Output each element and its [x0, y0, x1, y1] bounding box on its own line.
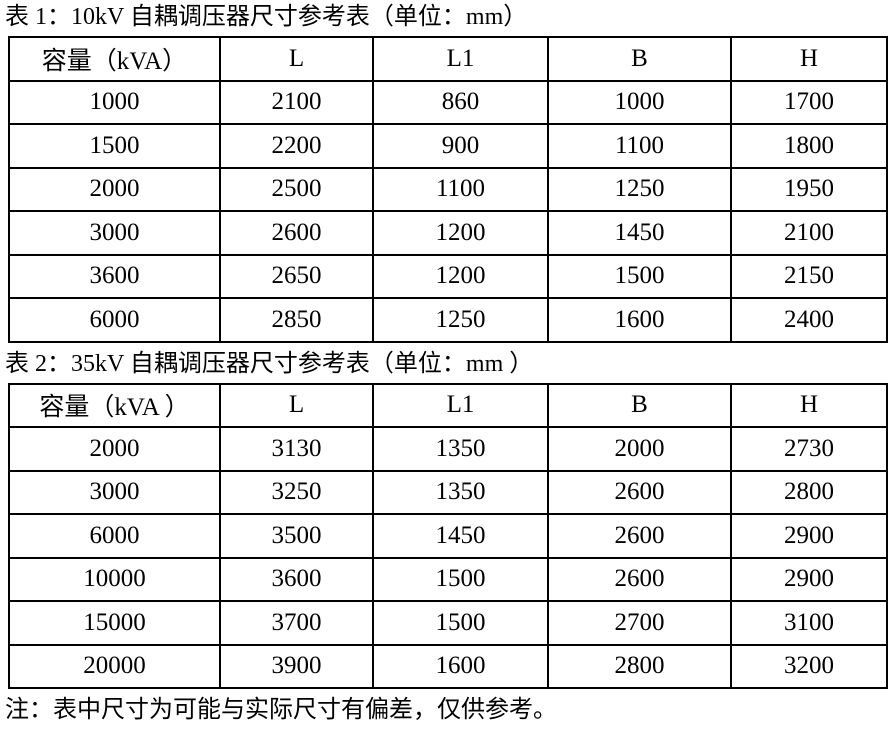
table-cell: 3100 — [730, 600, 888, 646]
table-cell: 2650 — [219, 253, 374, 299]
table-cell: 15000 — [8, 600, 221, 646]
table-row: 3000 3250 1350 2600 2800 — [8, 469, 888, 515]
table2-header-l: L — [219, 382, 374, 428]
table-cell: 1350 — [372, 426, 549, 472]
table-cell: 1250 — [547, 166, 732, 212]
table-cell: 3200 — [730, 643, 888, 689]
table-cell: 1000 — [547, 79, 732, 125]
table1-header-l1: L1 — [372, 36, 549, 82]
table-row: 20000 3900 1600 2800 3200 — [8, 643, 888, 689]
table-cell: 2730 — [730, 426, 888, 472]
table-cell: 3600 — [8, 253, 221, 299]
table-cell: 1000 — [8, 79, 221, 125]
table-cell: 2800 — [547, 643, 732, 689]
table-cell: 2500 — [219, 166, 374, 212]
table-cell: 6000 — [8, 513, 221, 559]
table1-title: 表 1：10kV 自耦调压器尺寸参考表（单位：mm） — [5, 4, 528, 30]
table2-title: 表 2：35kV 自耦调压器尺寸参考表（单位：mm ） — [5, 350, 534, 377]
table-cell: 10000 — [8, 556, 221, 602]
table-cell: 2600 — [547, 513, 732, 559]
table-cell: 1250 — [372, 297, 549, 343]
table-cell: 20000 — [8, 643, 221, 689]
table-cell: 2600 — [219, 210, 374, 256]
table1-header-capacity: 容量（kVA） — [8, 36, 221, 82]
table1-header-h: H — [730, 36, 888, 82]
table-cell: 1500 — [372, 600, 549, 646]
table-cell: 1350 — [372, 469, 549, 515]
footnote: 注：表中尺寸为可能与实际尺寸有偏差，仅供参考。 — [5, 697, 557, 723]
table-cell: 1200 — [372, 253, 549, 299]
table2-header-row: 容量（kVA ） L L1 B H — [8, 382, 888, 428]
table2-header-h: H — [730, 382, 888, 428]
table-cell: 2000 — [8, 426, 221, 472]
table-cell: 6000 — [8, 297, 221, 343]
table-cell: 2600 — [547, 556, 732, 602]
table1-header-l: L — [219, 36, 374, 82]
table-cell: 860 — [372, 79, 549, 125]
table-cell: 3500 — [219, 513, 374, 559]
table-cell: 3250 — [219, 469, 374, 515]
table-cell: 2100 — [730, 210, 888, 256]
table2-header-b: B — [547, 382, 732, 428]
table-row: 3600 2650 1200 1500 2150 — [8, 253, 888, 299]
table-row: 1000 2100 860 1000 1700 — [8, 79, 888, 125]
table-cell: 1450 — [372, 513, 549, 559]
table2-header-l1: L1 — [372, 382, 549, 428]
table-row: 15000 3700 1500 2700 3100 — [8, 600, 888, 646]
table-cell: 1800 — [730, 123, 888, 169]
table-row: 2000 3130 1350 2000 2730 — [8, 426, 888, 472]
table-cell: 3000 — [8, 469, 221, 515]
table-row: 10000 3600 1500 2600 2900 — [8, 556, 888, 602]
table-cell: 3900 — [219, 643, 374, 689]
table-row: 6000 3500 1450 2600 2900 — [8, 513, 888, 559]
table-cell: 2200 — [219, 123, 374, 169]
table-row: 6000 2850 1250 1600 2400 — [8, 297, 888, 343]
table-cell: 2100 — [219, 79, 374, 125]
table-cell: 2900 — [730, 556, 888, 602]
table-cell: 2800 — [730, 469, 888, 515]
table-cell: 1600 — [372, 643, 549, 689]
table-cell: 3130 — [219, 426, 374, 472]
table-cell: 2900 — [730, 513, 888, 559]
table-row: 1500 2200 900 1100 1800 — [8, 123, 888, 169]
table1-header-b: B — [547, 36, 732, 82]
table-cell: 1450 — [547, 210, 732, 256]
table-cell: 900 — [372, 123, 549, 169]
table2-header-capacity: 容量（kVA ） — [8, 382, 221, 428]
table-cell: 2150 — [730, 253, 888, 299]
table-cell: 2600 — [547, 469, 732, 515]
table-cell: 2700 — [547, 600, 732, 646]
table-row: 3000 2600 1200 1450 2100 — [8, 210, 888, 256]
table-cell: 2850 — [219, 297, 374, 343]
table-row: 2000 2500 1100 1250 1950 — [8, 166, 888, 212]
table-cell: 3600 — [219, 556, 374, 602]
table-cell: 2000 — [8, 166, 221, 212]
table-cell: 1600 — [547, 297, 732, 343]
table-cell: 3000 — [8, 210, 221, 256]
table-cell: 1700 — [730, 79, 888, 125]
table-cell: 1500 — [372, 556, 549, 602]
table-cell: 2400 — [730, 297, 888, 343]
table-cell: 1100 — [372, 166, 549, 212]
table-cell: 2000 — [547, 426, 732, 472]
table1-10kv-dimensions: 容量（kVA） L L1 B H 1000 2100 860 1000 1700… — [8, 36, 888, 343]
table-cell: 1950 — [730, 166, 888, 212]
table-cell: 3700 — [219, 600, 374, 646]
table-cell: 1500 — [8, 123, 221, 169]
table-cell: 1100 — [547, 123, 732, 169]
table1-header-row: 容量（kVA） L L1 B H — [8, 36, 888, 82]
table-cell: 1200 — [372, 210, 549, 256]
table2-35kv-dimensions: 容量（kVA ） L L1 B H 2000 3130 1350 2000 27… — [8, 382, 888, 690]
table-cell: 1500 — [547, 253, 732, 299]
